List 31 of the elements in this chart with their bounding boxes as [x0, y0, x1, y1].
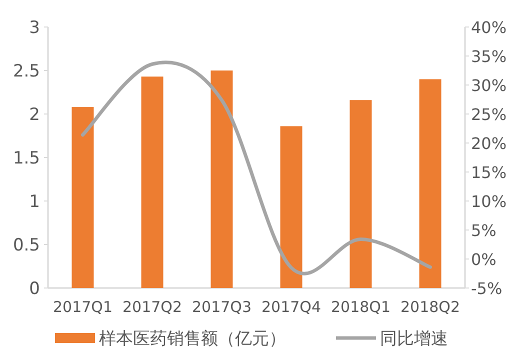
x-tick-label: 2017Q2	[122, 298, 182, 316]
x-tick-label: 2018Q1	[330, 298, 391, 316]
legend-label: 样本医药销售额（亿元）	[99, 329, 286, 349]
y-tick-label: 0.5	[12, 236, 40, 256]
y2-tick-label: 10%	[471, 192, 507, 211]
bar	[210, 70, 233, 288]
x-tick-label: 2017Q4	[261, 298, 322, 316]
x-tick-label: 2017Q3	[192, 298, 252, 316]
y2-tick-label: 35%	[471, 47, 507, 66]
y2-tick-label: 0%	[471, 250, 496, 269]
y-tick-label: 2	[29, 105, 40, 125]
bar	[419, 79, 442, 288]
x-tick-label: 2017Q1	[52, 298, 113, 316]
bar	[280, 126, 302, 288]
legend-label: 同比增速	[380, 329, 448, 349]
y2-tick-label: 40%	[471, 18, 507, 37]
x-tick-label: 2018Q2	[400, 298, 460, 316]
y2-tick-label: 25%	[471, 105, 507, 124]
y2-tick-label: -5%	[471, 279, 502, 298]
y-tick-label: 2.5	[12, 62, 40, 82]
y-tick-label: 1	[29, 192, 40, 212]
y2-tick-label: 20%	[471, 134, 507, 153]
bar	[350, 100, 372, 288]
y-tick-label: 0	[29, 279, 40, 299]
y-tick-label: 3	[29, 18, 40, 38]
y2-tick-label: 15%	[471, 163, 507, 182]
y2-tick-label: 30%	[471, 76, 507, 95]
bar	[141, 76, 164, 288]
bar	[72, 107, 94, 288]
y2-tick-label: 5%	[471, 221, 496, 240]
y-tick-label: 1.5	[12, 148, 40, 168]
